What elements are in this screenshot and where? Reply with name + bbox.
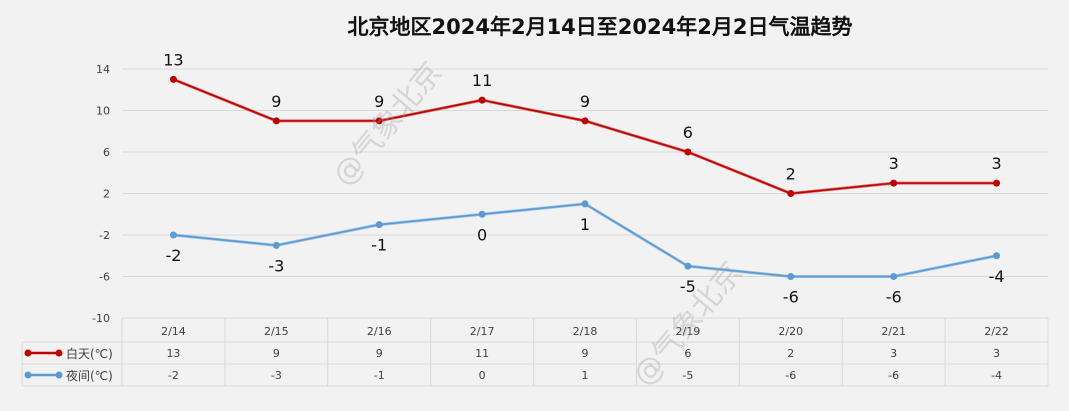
data-label: 0 <box>477 225 487 244</box>
x-tick-label: 2/21 <box>881 325 906 338</box>
data-label: 11 <box>472 71 492 90</box>
data-point <box>375 117 383 125</box>
y-tick-label: 6 <box>103 146 110 159</box>
chart-title: 北京地区2024年2月14日至2024年2月2日气温趋势 <box>348 15 853 39</box>
data-label: 6 <box>683 123 693 142</box>
table-cell: 9 <box>376 347 383 360</box>
data-point <box>890 179 898 187</box>
data-point <box>787 273 795 280</box>
x-tick-label: 2/19 <box>676 325 701 338</box>
data-point <box>890 273 898 280</box>
data-label: -4 <box>989 267 1005 286</box>
data-label: -2 <box>165 246 181 265</box>
table-cell: -6 <box>888 369 899 382</box>
table-cell: 1 <box>582 369 589 382</box>
x-tick-label: 2/17 <box>470 325 495 338</box>
data-label: -1 <box>371 236 387 255</box>
x-tick-label: 2/15 <box>264 325 289 338</box>
table-cell: -5 <box>682 369 693 382</box>
data-point <box>272 241 280 249</box>
x-tick-label: 2/18 <box>573 325 598 338</box>
legend-label: 白天(℃) <box>66 346 113 361</box>
data-label: 9 <box>580 92 590 111</box>
table-cell: 3 <box>890 347 897 360</box>
data-point <box>272 117 280 125</box>
data-label: -3 <box>268 256 284 275</box>
table-cell: 9 <box>582 347 589 360</box>
data-point <box>169 75 177 83</box>
data-point <box>169 231 177 239</box>
table-cell: 9 <box>273 347 280 360</box>
table-cell: 2 <box>787 347 794 360</box>
table-cell: 6 <box>684 347 691 360</box>
table-cell: -2 <box>168 369 179 382</box>
data-label: 3 <box>889 154 899 173</box>
x-tick-label: 2/16 <box>367 325 392 338</box>
table-cell: -3 <box>271 369 282 382</box>
data-point <box>581 117 589 125</box>
y-tick-label: -6 <box>99 271 110 284</box>
legend-marker <box>24 349 32 357</box>
table-cell: -4 <box>991 369 1002 382</box>
legend-marker <box>55 371 63 379</box>
data-label: -5 <box>680 277 696 296</box>
x-tick-label: 2/14 <box>161 325 186 338</box>
legend-label: 夜间(℃) <box>66 368 113 383</box>
data-label: 13 <box>163 50 183 69</box>
table-cell: 0 <box>479 369 486 382</box>
table-cell: -1 <box>374 369 385 382</box>
data-label: 3 <box>991 154 1001 173</box>
table-cell: 13 <box>166 347 180 360</box>
data-label: 9 <box>271 92 281 111</box>
data-label: 2 <box>786 165 796 184</box>
data-label: -6 <box>886 288 902 307</box>
data-point <box>478 96 486 104</box>
data-point <box>478 210 486 218</box>
legend-marker <box>24 371 32 379</box>
legend-marker <box>55 349 63 357</box>
y-tick-label: 14 <box>96 63 110 76</box>
data-point <box>581 200 589 208</box>
data-point <box>993 252 1001 260</box>
data-label: 1 <box>580 215 590 234</box>
y-tick-label: -10 <box>92 312 110 325</box>
x-tick-label: 2/22 <box>984 325 1009 338</box>
y-tick-label: 2 <box>103 188 110 201</box>
table-cell: 11 <box>475 347 489 360</box>
y-tick-label: 10 <box>96 105 110 118</box>
data-label: -6 <box>783 288 799 307</box>
data-point <box>375 221 383 229</box>
data-point <box>993 179 1001 187</box>
data-point <box>787 190 795 197</box>
table-cell: 3 <box>993 347 1000 360</box>
data-point <box>684 148 692 156</box>
data-label: 9 <box>374 92 384 111</box>
y-tick-label: -2 <box>99 229 110 242</box>
data-point <box>684 262 692 270</box>
table-cell: -6 <box>785 369 796 382</box>
x-tick-label: 2/20 <box>778 325 803 338</box>
